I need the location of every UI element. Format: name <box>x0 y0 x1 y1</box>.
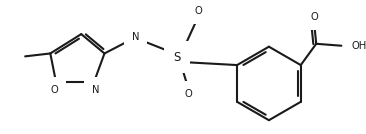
Text: O: O <box>50 85 58 95</box>
Text: OH: OH <box>351 41 366 51</box>
Text: N: N <box>92 85 100 95</box>
Text: O: O <box>185 89 193 99</box>
Text: O: O <box>310 12 318 22</box>
Text: O: O <box>194 6 202 16</box>
Text: N: N <box>132 32 139 42</box>
Text: S: S <box>173 51 181 64</box>
Text: H: H <box>132 25 139 34</box>
